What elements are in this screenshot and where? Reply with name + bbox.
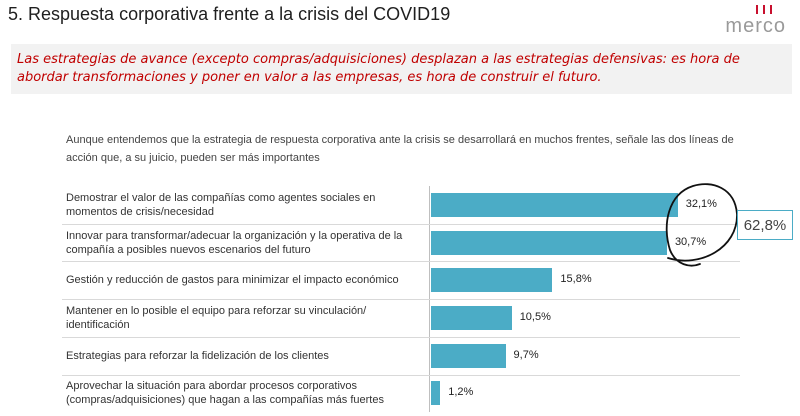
logo-bars-icon — [756, 5, 772, 14]
value-label: 1,2% — [448, 386, 474, 399]
row-separator — [62, 223, 740, 225]
category-label: Gestión y reducción de gastos para minim… — [66, 274, 399, 287]
bar — [431, 305, 512, 330]
headline-banner: Las estrategias de avance (excepto compr… — [11, 44, 792, 94]
value-label: 15,8% — [560, 273, 592, 286]
value-label: 9,7% — [513, 348, 539, 361]
value-label: 30,7% — [674, 235, 707, 248]
bar — [431, 381, 441, 406]
logo-text: merco — [725, 15, 786, 37]
value-label: 10,5% — [519, 310, 551, 323]
bar — [431, 343, 506, 368]
category-label: Mantener en lo posible el equipo para re… — [66, 304, 367, 331]
chart-axis-line — [429, 186, 430, 412]
page-title: 5. Respuesta corporativa frente a la cri… — [8, 4, 451, 24]
value-label: 32,1% — [685, 197, 717, 210]
row-separator — [62, 336, 740, 338]
category-label: Demostrar el valor de las compañías como… — [66, 191, 376, 218]
row-separator — [62, 299, 740, 301]
merco-logo: merco — [722, 5, 786, 37]
category-label: Aprovechar la situación para abordar pro… — [66, 380, 384, 407]
survey-question: Aunque entendemos que la estrategia de r… — [66, 134, 734, 164]
headline-text: Las estrategias de avance (excepto compr… — [17, 52, 740, 85]
combined-percentage-callout: 62,8% — [737, 210, 793, 240]
row-separator — [62, 374, 740, 376]
row-separator — [62, 261, 740, 263]
category-label: Innovar para transformar/adecuar la orga… — [66, 229, 403, 256]
bar — [431, 268, 553, 293]
bar — [431, 230, 667, 255]
bar — [431, 192, 678, 217]
category-label: Estrategias para reforzar la fidelizació… — [66, 349, 329, 362]
